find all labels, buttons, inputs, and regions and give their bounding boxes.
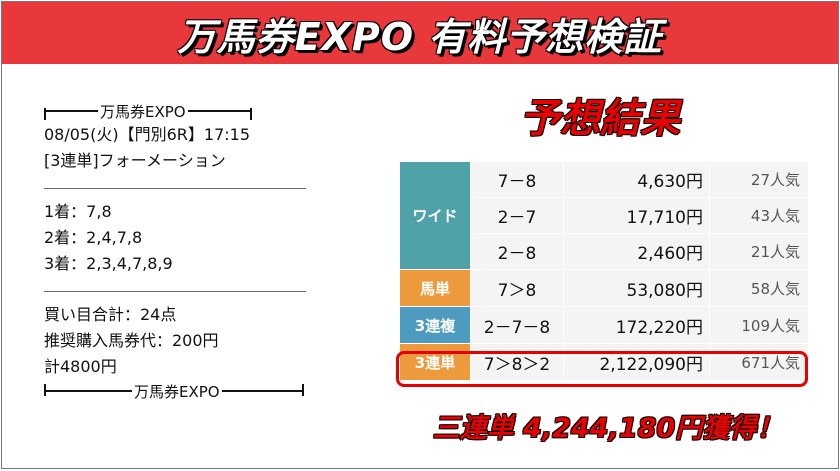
total-cost: 計4800円 [44,357,117,376]
bet-type: [3連単]フォーメーション [44,151,226,170]
recommended-stake: 推奨購入馬券代：200円 [44,331,219,350]
payout-cell: 4,630円 [563,162,709,197]
payout-cell: 17,710円 [563,198,709,233]
popularity-cell: 671人気 [709,344,808,380]
payout-cell: 53,080円 [563,270,709,306]
ticket-header-decoration: 万馬券EXPO [44,100,364,122]
banner-title: 万馬券EXPO 有料予想検証 [177,14,663,59]
ticket-header-label: 万馬券EXPO [100,102,186,121]
combo-cell: 2－8 [470,234,563,269]
popularity-cell: 21人気 [709,234,808,269]
popularity-cell: 109人気 [709,307,808,343]
popularity-cell: 58人気 [709,270,808,306]
ticket-footer-decoration: 万馬券EXPO [44,380,364,402]
umatan-row: 馬単 7＞8 53,080円 58人気 [400,270,808,307]
divider [44,188,306,189]
popularity-cell: 43人気 [709,198,808,233]
wide-label: ワイド [400,162,470,269]
winnings-summary: 三連単 4,244,180円獲得！ [432,413,784,444]
combo-cell: 7＞8＞2 [470,344,563,380]
race-info: 08/05(火)【門別6R】17:15 [44,125,251,144]
ticket-footer-label: 万馬券EXPO [134,382,220,401]
table-row: 2－8 2,460円 21人気 [470,234,808,270]
sanrentan-row: 3連単 7＞8＞2 2,122,090円 671人気 [400,344,808,381]
header-banner: 万馬券EXPO 有料予想検証 [2,2,838,64]
popularity-cell: 27人気 [709,162,808,197]
combo-cell: 2－7－8 [470,307,563,343]
umatan-label: 馬単 [400,270,470,306]
sanrenpuku-label: 3連複 [400,307,470,343]
combo-cell: 7－8 [470,162,563,197]
result-title: 予想結果 [520,96,680,142]
sanrentan-highlight-box [396,351,808,387]
payout-table: ワイド 7－8 4,630円 27人気 2－7 17,710円 43人気 2－8… [400,162,808,381]
combo-cell: 2－7 [470,198,563,233]
total-points: 買い目合計：24点 [44,305,177,324]
ticket-panel: 万馬券EXPO 08/05(火)【門別6R】17:15 [3連単]フォーメーショ… [44,100,364,402]
wide-group: ワイド 7－8 4,630円 27人気 2－7 17,710円 43人気 2－8… [400,162,808,270]
combo-cell: 7＞8 [470,270,563,306]
third-place-picks: 3着：2,3,4,7,8,9 [44,254,173,273]
payout-cell: 2,460円 [563,234,709,269]
payout-cell: 172,220円 [563,307,709,343]
divider [44,291,306,292]
table-row: 7－8 4,630円 27人気 [470,162,808,198]
table-row: 2－7 17,710円 43人気 [470,198,808,234]
first-place-picks: 1着：7,8 [44,202,112,221]
second-place-picks: 2着：2,4,7,8 [44,228,143,247]
payout-cell: 2,122,090円 [563,344,709,380]
sanrenpuku-row: 3連複 2－7－8 172,220円 109人気 [400,307,808,344]
sanrentan-label: 3連単 [400,344,470,380]
